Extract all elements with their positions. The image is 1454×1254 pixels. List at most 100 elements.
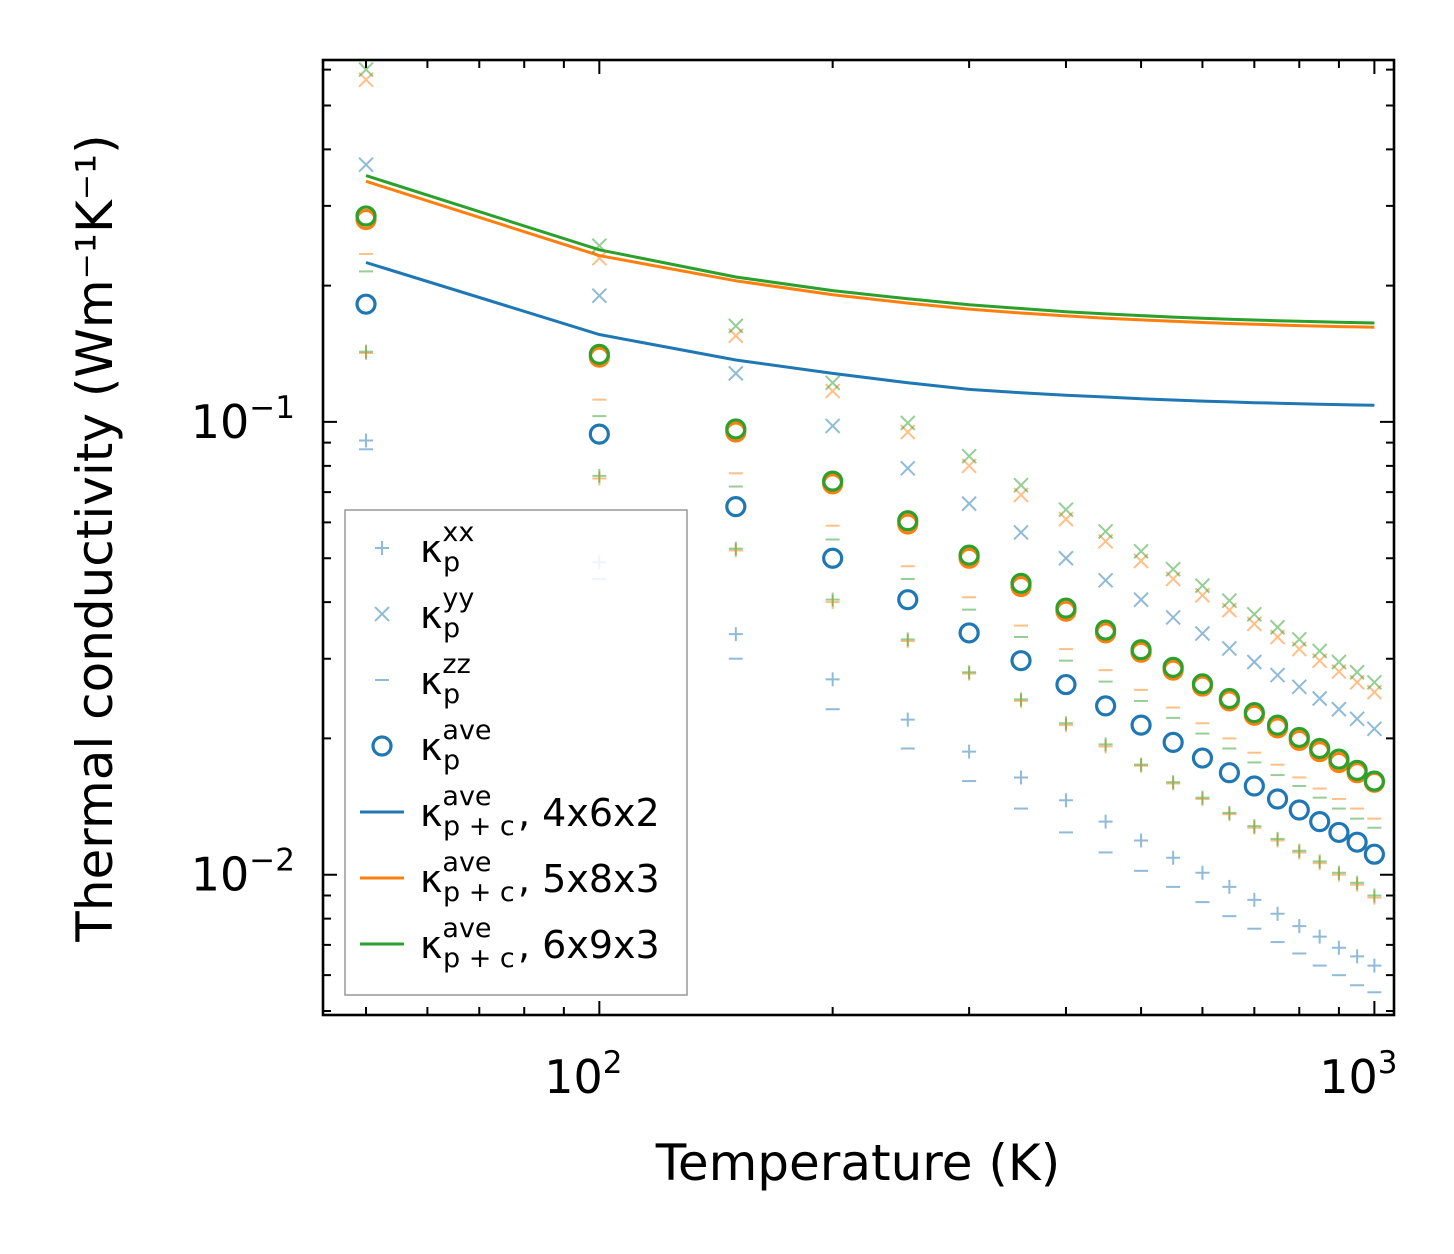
series-line_4x6x2 xyxy=(365,261,1375,407)
data-point xyxy=(1058,793,1073,808)
data-point xyxy=(1328,821,1350,844)
series-green_zz xyxy=(359,270,1382,829)
data-point xyxy=(1309,811,1331,833)
data-point xyxy=(1350,949,1365,964)
data-point xyxy=(1055,597,1077,619)
data-point xyxy=(825,592,840,607)
data-point xyxy=(1134,833,1149,848)
data-point xyxy=(728,541,743,556)
data-point xyxy=(900,415,916,431)
data-point xyxy=(1291,631,1307,648)
tick-labels: 102 103 10−1 10−2 xyxy=(191,390,1398,1104)
data-point xyxy=(1218,762,1240,784)
legend-label: κave p + c, 5x8x3 xyxy=(420,847,660,908)
data-point xyxy=(1055,673,1077,696)
series-line xyxy=(365,179,1375,329)
data-point xyxy=(1291,679,1307,695)
data-point xyxy=(1097,523,1114,540)
legend-label: κxx p xyxy=(420,517,474,578)
data-point xyxy=(591,250,608,266)
plot-area xyxy=(355,61,1385,994)
data-point xyxy=(1221,592,1238,609)
data-point xyxy=(1191,747,1214,769)
legend-entry: κave p xyxy=(371,715,492,776)
data-point xyxy=(1014,692,1029,707)
data-point xyxy=(1098,814,1113,829)
data-point xyxy=(725,496,747,518)
data-point xyxy=(1095,695,1117,717)
legend-box xyxy=(344,509,688,996)
data-point xyxy=(359,433,374,448)
legend-entry: κave p + c, 4x6x2 xyxy=(360,781,660,842)
axis-ticks xyxy=(323,60,1394,1015)
data-point xyxy=(1133,591,1149,608)
legend-entry: κzz p xyxy=(375,649,471,710)
series-green_xx xyxy=(359,344,1382,903)
data-point xyxy=(1195,865,1210,880)
data-point xyxy=(1288,799,1310,821)
data-point xyxy=(1331,865,1346,880)
data-point xyxy=(824,383,841,399)
data-point xyxy=(1311,643,1328,659)
data-point xyxy=(588,423,610,445)
data-point xyxy=(1270,906,1285,921)
data-point xyxy=(1130,714,1152,736)
data-point xyxy=(1097,572,1114,588)
series-line xyxy=(365,261,1375,407)
data-point xyxy=(728,627,743,642)
data-point xyxy=(1328,748,1350,770)
data-point xyxy=(1247,892,1262,907)
data-point xyxy=(1013,477,1029,493)
data-point xyxy=(822,470,844,492)
data-point xyxy=(900,632,915,647)
data-point xyxy=(962,744,977,759)
data-point xyxy=(958,544,980,566)
legend-marker xyxy=(375,541,389,555)
data-point xyxy=(1270,831,1285,846)
data-point xyxy=(591,238,608,254)
data-point xyxy=(1311,690,1328,707)
data-point xyxy=(358,61,374,78)
data-point xyxy=(1288,726,1310,749)
data-point xyxy=(1331,701,1347,717)
data-point xyxy=(1058,716,1073,731)
data-point xyxy=(1309,737,1331,760)
data-point xyxy=(1010,650,1032,672)
data-point xyxy=(1221,640,1238,657)
series-blue_zz xyxy=(359,448,1382,994)
data-point xyxy=(1363,770,1385,792)
data-point xyxy=(1350,875,1365,890)
y-tick-label: 10−1 xyxy=(191,390,295,449)
data-point xyxy=(1312,854,1327,869)
data-point xyxy=(1367,958,1382,973)
data-point xyxy=(1218,687,1240,710)
legend-marker xyxy=(374,606,390,622)
data-point xyxy=(1162,731,1184,753)
data-point xyxy=(825,672,840,687)
plot-frame xyxy=(321,58,1396,1017)
data-point xyxy=(900,460,916,476)
data-point xyxy=(1346,831,1368,853)
data-point xyxy=(1292,843,1307,858)
data-point xyxy=(961,495,977,512)
series-line_5x8x3 xyxy=(365,179,1375,329)
legend-label: κave p xyxy=(420,715,492,776)
data-point xyxy=(1266,714,1289,736)
data-point xyxy=(822,547,844,569)
x-axis-label: Temperature (K) xyxy=(655,1134,1060,1192)
data-point xyxy=(897,510,919,532)
data-point xyxy=(1058,550,1074,566)
data-point xyxy=(592,468,607,483)
data-point xyxy=(1013,524,1029,541)
legend-entry: κxx p xyxy=(375,517,474,578)
data-point xyxy=(591,288,608,304)
y-tick-label: 10−2 xyxy=(191,843,295,902)
data-point xyxy=(1349,664,1365,680)
legend-marker xyxy=(371,735,393,757)
data-point xyxy=(824,375,841,391)
data-point xyxy=(1366,674,1383,691)
data-point xyxy=(1269,619,1286,635)
data-point xyxy=(1266,788,1289,810)
data-point xyxy=(1246,654,1263,670)
legend-label: κave p + c, 6x9x3 xyxy=(420,913,660,974)
